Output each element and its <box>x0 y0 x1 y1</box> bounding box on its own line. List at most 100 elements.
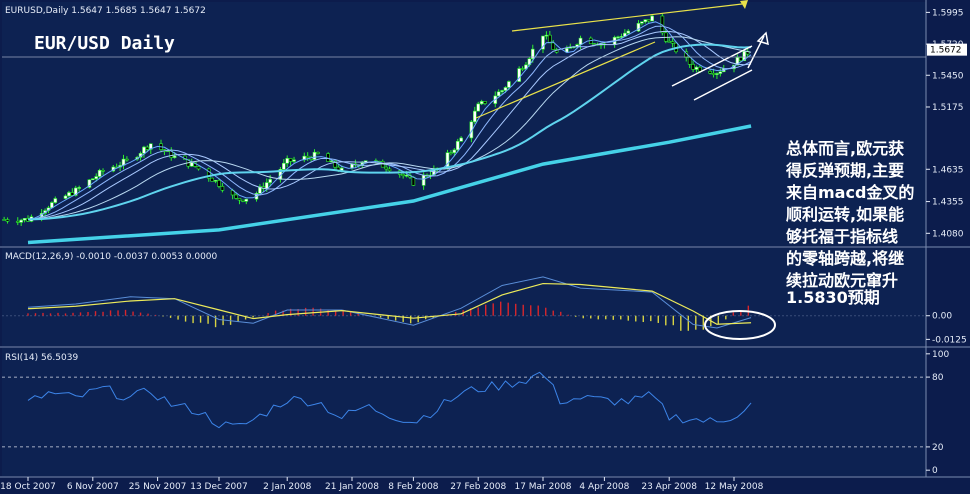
candle-body <box>670 41 675 44</box>
candle-body <box>739 57 743 62</box>
candle <box>292 156 296 164</box>
candle-body <box>718 71 723 74</box>
candle-body <box>312 151 317 160</box>
candle-body <box>404 174 409 177</box>
candle-body <box>455 141 460 151</box>
rsi-indicator <box>2 371 926 448</box>
candle <box>646 19 651 24</box>
candle <box>316 151 320 155</box>
candle-body <box>53 198 58 203</box>
ma-slow-line <box>27 43 752 221</box>
candle-body <box>691 64 695 70</box>
candle-body <box>258 186 262 194</box>
candle <box>626 29 631 35</box>
candle <box>667 37 671 43</box>
candle-body <box>384 166 388 170</box>
rsi-panel-bg <box>2 348 926 476</box>
candle-body <box>472 110 477 123</box>
macd-panel-header: MACD(12,26,9) -0.0010 -0.0037 0.0053 0.0… <box>5 252 218 262</box>
current-price-box <box>927 43 967 56</box>
candle <box>739 56 743 63</box>
candle-body <box>715 73 719 75</box>
candle-body <box>268 179 272 183</box>
candle-body <box>687 57 692 65</box>
date-axis-label: 23 Apr 2008 <box>641 482 697 492</box>
candle <box>19 218 23 226</box>
candle-body <box>5 219 10 222</box>
candle-body <box>148 143 153 150</box>
candle-body <box>125 158 129 161</box>
note-line: 1.5830预期 <box>786 288 880 307</box>
candle <box>258 184 262 196</box>
candle-body <box>544 34 549 37</box>
candle-body <box>387 168 392 172</box>
price-panel-header: EURUSD,Daily 1.5647 1.5685 1.5647 1.5672 <box>5 6 206 16</box>
candle-body <box>244 198 249 202</box>
candle-body <box>101 170 105 172</box>
date-axis-label: 21 Jan 2008 <box>325 482 379 492</box>
candle <box>91 178 95 181</box>
candle <box>476 101 481 112</box>
candle <box>636 20 641 32</box>
candle-body <box>220 186 225 191</box>
candle-body <box>15 220 20 223</box>
candle-body <box>2 219 6 221</box>
candle <box>288 158 293 166</box>
channel-upper-trendline <box>511 3 743 32</box>
candle-body <box>329 160 334 163</box>
candle <box>496 89 501 97</box>
candle <box>312 149 317 161</box>
candle-body <box>541 35 545 50</box>
candle <box>548 30 552 44</box>
date-axis-label: 27 Feb 2008 <box>450 482 506 492</box>
analysis-note: 总体而言,欧元获 得反弹预期,主要 来自macd金叉的 顺利运转,如果能 够托福… <box>785 139 914 307</box>
trendline-endpoint-marker <box>740 0 748 9</box>
arrow-head-icon <box>756 31 769 46</box>
date-axis-label: 25 Nov 2007 <box>129 482 187 492</box>
candle <box>735 54 740 66</box>
candle-body <box>206 168 211 179</box>
candle-body <box>459 137 463 142</box>
candle-body <box>530 48 535 60</box>
candle <box>101 168 105 175</box>
candle-body <box>288 158 293 162</box>
candle-body <box>234 194 238 199</box>
date-axis-label: 2 Jan 2008 <box>263 482 311 492</box>
candle <box>305 152 310 161</box>
candle-body <box>401 174 405 176</box>
candle-body <box>172 155 177 158</box>
candle <box>643 19 648 24</box>
ma-long-line <box>27 124 752 245</box>
candle-body <box>411 176 416 186</box>
candle <box>77 185 81 192</box>
candle-body <box>145 146 150 150</box>
macd-signal-line <box>27 282 752 325</box>
candle-body <box>97 170 102 177</box>
candle-body <box>217 180 221 187</box>
candle <box>517 66 521 82</box>
candle-body <box>63 195 68 199</box>
candle <box>694 65 699 73</box>
candle <box>206 167 211 182</box>
candle <box>237 197 242 205</box>
channel-lower-trendline <box>475 41 656 119</box>
candle-body <box>316 151 320 154</box>
candle <box>5 217 10 224</box>
date-axis-label: 13 Dec 2007 <box>190 482 248 492</box>
price-axis-area <box>926 2 970 476</box>
candle-body <box>445 152 450 169</box>
candle-body <box>77 187 81 189</box>
candle <box>691 60 695 73</box>
candle-body <box>650 15 654 22</box>
candle <box>401 173 405 179</box>
candle <box>387 166 392 173</box>
date-axis-label: 17 Mar 2008 <box>514 482 571 492</box>
candle-body <box>551 42 556 50</box>
candle <box>244 198 249 205</box>
candle <box>520 66 525 72</box>
macd-indicator <box>2 276 926 340</box>
rsi-axis-label: 20 <box>932 443 944 453</box>
note-line: 得反弹预期,主要 <box>785 161 904 180</box>
rsi-line <box>27 371 752 429</box>
